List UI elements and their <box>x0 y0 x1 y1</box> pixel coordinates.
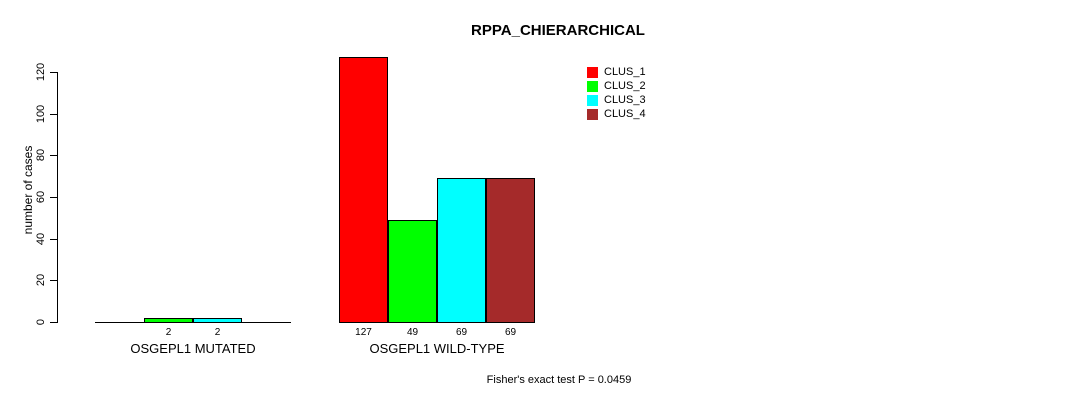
legend: CLUS_1 CLUS_2 CLUS_3 CLUS_4 <box>587 65 646 121</box>
legend-label: CLUS_1 <box>604 65 646 78</box>
bar-clus_1 <box>339 57 388 322</box>
legend-swatch-clus_2 <box>587 80 598 92</box>
bar-value-label: 2 <box>214 327 221 338</box>
y-axis-tick-label: 20 <box>35 273 47 287</box>
legend-swatch-clus_4 <box>587 108 598 120</box>
y-axis-tick <box>50 72 57 73</box>
y-axis-tick <box>50 114 57 115</box>
legend-row: CLUS_1 <box>587 65 646 79</box>
legend-row: CLUS_3 <box>587 93 646 107</box>
y-axis-tick-label: 0 <box>35 318 47 326</box>
legend-swatch-clus_1 <box>587 66 598 78</box>
y-axis-tick <box>50 239 57 240</box>
bar-value-label: 127 <box>355 327 372 338</box>
chart-title: RPPA_CHIERARCHICAL <box>471 22 645 39</box>
y-axis-tick-label: 100 <box>35 104 47 124</box>
bar-clus_2 <box>144 318 193 322</box>
legend-label: CLUS_2 <box>604 79 646 92</box>
legend-row: CLUS_4 <box>587 107 646 121</box>
bar-value-label: 49 <box>406 327 419 338</box>
legend-row: CLUS_2 <box>587 79 646 93</box>
legend-label: CLUS_4 <box>604 107 646 120</box>
category-label: OSGEPL1 MUTATED <box>130 341 256 356</box>
bar-value-label: 69 <box>504 327 517 338</box>
y-axis-tick-label: 60 <box>35 190 47 204</box>
bar-clus_2 <box>388 220 437 322</box>
y-axis-tick-label: 80 <box>35 148 47 162</box>
y-axis-tick <box>50 155 57 156</box>
y-axis-title: number of cases <box>21 145 35 235</box>
y-axis-tick-label: 120 <box>35 62 47 82</box>
category-label: OSGEPL1 WILD-TYPE <box>369 341 505 356</box>
group-baseline <box>95 322 291 323</box>
y-axis-tick <box>50 322 57 323</box>
legend-label: CLUS_3 <box>604 93 646 106</box>
group-baseline <box>339 322 535 323</box>
y-axis-line <box>57 72 58 323</box>
y-axis-tick-label: 40 <box>35 232 47 246</box>
fisher-test-note: Fisher's exact test P = 0.0459 <box>486 374 632 386</box>
bar-value-label: 2 <box>165 327 172 338</box>
bar-clus_3 <box>193 318 242 322</box>
legend-swatch-clus_3 <box>587 94 598 106</box>
bar-value-label: 69 <box>455 327 468 338</box>
y-axis-tick <box>50 280 57 281</box>
bar-clus_4 <box>486 178 535 322</box>
y-axis-tick <box>50 197 57 198</box>
bar-clus_3 <box>437 178 486 322</box>
